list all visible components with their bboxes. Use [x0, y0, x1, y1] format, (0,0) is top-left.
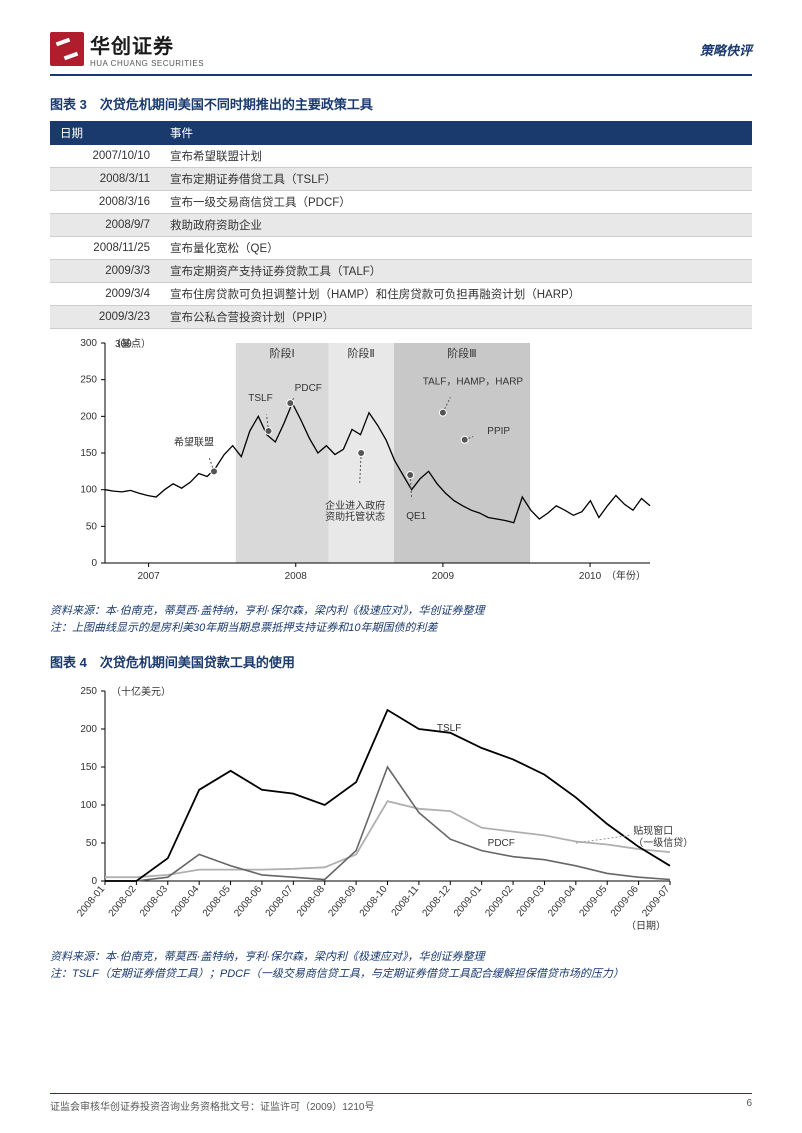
svg-text:300: 300 [80, 338, 97, 349]
svg-text:（年份）: （年份） [606, 569, 646, 582]
page-header: 华创证券 HUA CHUANG SECURITIES 策略快评 [50, 30, 752, 76]
svg-text:2008-07: 2008-07 [264, 883, 296, 919]
svg-text:（一级信贷）: （一级信贷） [633, 835, 690, 848]
svg-text:TALF，HAMP，HARP: TALF，HAMP，HARP [423, 377, 524, 388]
figure3-chart: 阶段Ⅰ阶段Ⅱ阶段Ⅲ050100150200250300300（基点）200720… [50, 333, 752, 596]
svg-text:100: 100 [80, 485, 97, 496]
svg-text:200: 200 [80, 724, 97, 735]
figure4-note: 注：TSLF（定期证券借贷工具）；PDCF（一级交易商信贷工具，与定期证券借贷工… [50, 966, 752, 984]
svg-text:阶段Ⅰ: 阶段Ⅰ [270, 346, 295, 360]
figure4-source: 资料来源：本·伯南克，蒂莫西·盖特纳，亨利·保尔森，梁内利《极速应对》，华创证券… [50, 948, 752, 964]
svg-text:2009-07: 2009-07 [640, 883, 672, 919]
svg-text:PPIP: PPIP [487, 426, 510, 437]
svg-text:（十亿美元）: （十亿美元） [111, 685, 171, 698]
svg-text:250: 250 [80, 375, 97, 386]
table-row: 2008/9/7救助政府资助企业 [50, 214, 752, 237]
svg-text:（日期）: （日期） [626, 920, 666, 932]
table-row: 2008/11/25宣布量化宽松（QE） [50, 237, 752, 260]
svg-text:阶段Ⅲ: 阶段Ⅲ [447, 346, 477, 360]
logo: 华创证券 HUA CHUANG SECURITIES [50, 30, 204, 68]
svg-text:2008-05: 2008-05 [201, 883, 233, 919]
logo-text-cn: 华创证券 [90, 30, 204, 59]
svg-text:2009: 2009 [432, 571, 455, 582]
svg-text:2008-10: 2008-10 [358, 883, 390, 919]
svg-text:贴现窗口: 贴现窗口 [633, 823, 673, 836]
figure4-chart: 050100150200250（十亿美元）2008-012008-022008-… [50, 679, 752, 942]
table-row: 2009/3/23宣布公私合营投资计划（PPIP） [50, 306, 752, 329]
svg-text:2009-04: 2009-04 [546, 883, 578, 919]
section-label: 策略快评 [700, 40, 752, 59]
col-event: 事件 [160, 121, 752, 145]
figure3-note: 注：上图曲线显示的是房利美30年期当期息票抵押支持证券和10年期国债的利差 [50, 620, 752, 638]
svg-text:希望联盟: 希望联盟 [174, 435, 214, 448]
svg-text:资助托管状态: 资助托管状态 [325, 510, 385, 523]
table-row: 2007/10/10宣布希望联盟计划 [50, 145, 752, 168]
figure3-source: 资料来源：本·伯南克，蒂莫西·盖特纳，亨利·保尔森，梁内利《极速应对》，华创证券… [50, 602, 752, 618]
svg-text:PDCF: PDCF [295, 383, 322, 394]
svg-text:2008-09: 2008-09 [326, 883, 358, 919]
table-row: 2009/3/3宣布定期资产支持证券贷款工具（TALF） [50, 260, 752, 283]
figure3-title: 图表 3 次贷危机期间美国不同时期推出的主要政策工具 [50, 94, 752, 113]
svg-text:2009-03: 2009-03 [515, 883, 547, 919]
svg-text:2009-05: 2009-05 [578, 883, 610, 919]
svg-text:150: 150 [80, 762, 97, 773]
svg-text:2008-02: 2008-02 [107, 883, 139, 919]
svg-text:2007: 2007 [137, 571, 160, 582]
policy-table: 日期 事件 2007/10/10宣布希望联盟计划2008/3/11宣布定期证券借… [50, 121, 752, 329]
svg-text:QE1: QE1 [406, 511, 426, 522]
svg-text:阶段Ⅱ: 阶段Ⅱ [347, 346, 374, 360]
svg-text:2008-06: 2008-06 [232, 883, 264, 919]
logo-text-en: HUA CHUANG SECURITIES [90, 59, 204, 68]
svg-text:PDCF: PDCF [488, 838, 515, 849]
svg-text:TSLF: TSLF [248, 393, 272, 404]
svg-text:2008-08: 2008-08 [295, 883, 327, 919]
svg-text:250: 250 [80, 686, 97, 697]
svg-text:2008-01: 2008-01 [75, 883, 107, 919]
svg-text:100: 100 [80, 800, 97, 811]
svg-text:2009-01: 2009-01 [452, 883, 484, 919]
page-footer: 证监会审核华创证券投资咨询业务资格批文号：证监许可（2009）1210号 6 [50, 1093, 752, 1113]
svg-text:0: 0 [91, 558, 97, 569]
svg-text:2008-11: 2008-11 [390, 883, 422, 918]
svg-text:2008-12: 2008-12 [421, 883, 453, 919]
svg-text:200: 200 [80, 411, 97, 422]
logo-mark-icon [50, 32, 84, 66]
svg-text:2008: 2008 [285, 571, 308, 582]
svg-text:50: 50 [86, 838, 98, 849]
svg-text:2010: 2010 [579, 571, 602, 582]
footer-left: 证监会审核华创证券投资咨询业务资格批文号：证监许可（2009）1210号 [50, 1098, 375, 1113]
svg-text:50: 50 [86, 521, 98, 532]
figure4-title: 图表 4 次贷危机期间美国贷款工具的使用 [50, 652, 752, 671]
table-row: 2008/3/11宣布定期证券借贷工具（TSLF） [50, 168, 752, 191]
svg-text:2008-03: 2008-03 [138, 883, 170, 919]
table-row: 2008/3/16宣布一级交易商信贷工具（PDCF） [50, 191, 752, 214]
svg-text:2008-04: 2008-04 [169, 883, 201, 919]
footer-right: 6 [746, 1098, 752, 1113]
svg-text:2009-06: 2009-06 [609, 883, 641, 919]
svg-text:150: 150 [80, 448, 97, 459]
svg-text:企业进入政府: 企业进入政府 [325, 499, 385, 512]
table-row: 2009/3/4宣布住房贷款可负担调整计划（HAMP）和住房贷款可负担再融资计划… [50, 283, 752, 306]
svg-text:2009-02: 2009-02 [483, 883, 515, 919]
col-date: 日期 [50, 121, 160, 145]
svg-text:（基点）: （基点） [111, 337, 151, 350]
svg-text:TSLF: TSLF [437, 723, 461, 734]
